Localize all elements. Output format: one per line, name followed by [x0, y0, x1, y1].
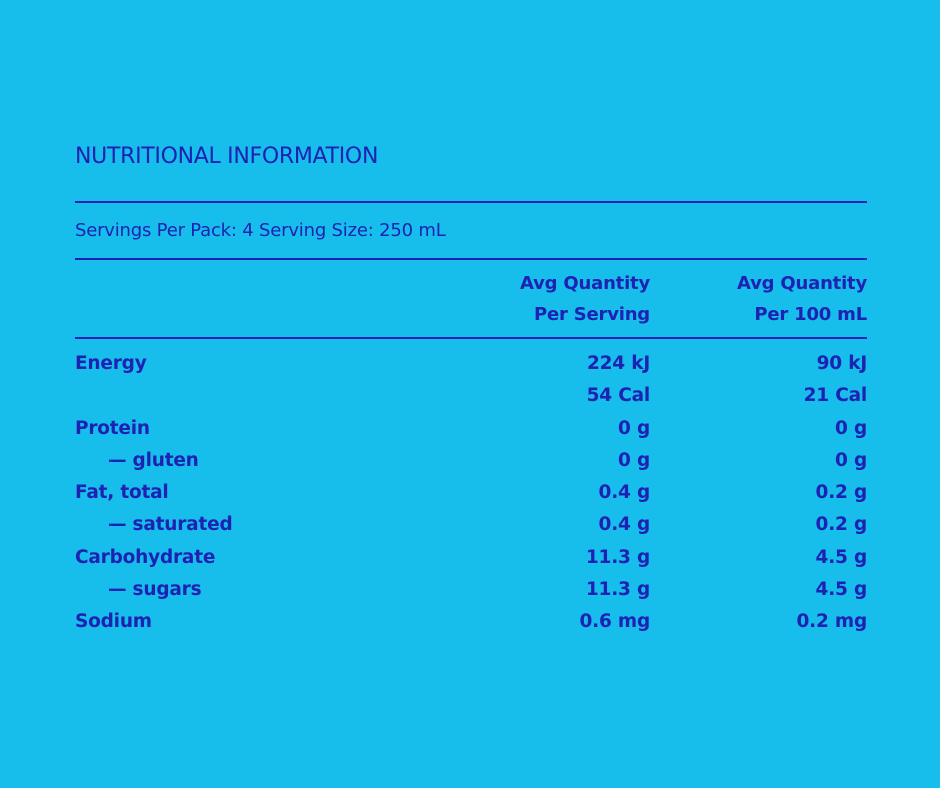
per-serving-value: 0.6 mg [579, 611, 650, 633]
column-headers: Avg Quantity Per Serving Avg Quantity Pe… [75, 260, 867, 337]
column-header-per-serving-line1: Avg Quantity [520, 273, 650, 294]
per-serving-value: 54 Cal [586, 385, 651, 407]
column-header-per-serving-line2: Per Serving [534, 304, 650, 325]
per-100ml-value: 4.5 g [815, 579, 868, 601]
nutrient-name: Protein [75, 417, 150, 439]
per-100ml-value: 0.2 mg [796, 611, 867, 633]
table-row: — saturated 0.4 g 0.2 g [75, 509, 867, 541]
per-serving-value: 0 g [618, 449, 650, 471]
nutrient-name [75, 380, 450, 412]
column-header-spacer [75, 260, 450, 337]
per-100ml-value: 0 g [835, 417, 867, 439]
column-header-per-100ml: Avg Quantity Per 100 mL [650, 260, 867, 337]
per-serving-value: 11.3 g [585, 546, 650, 568]
divider-top [75, 201, 867, 203]
nutrient-name: — sugars [108, 579, 202, 601]
nutrient-name: — gluten [108, 449, 199, 471]
per-100ml-value: 21 Cal [803, 385, 868, 407]
divider-servings [75, 258, 867, 260]
table-row: Protein 0 g 0 g [75, 413, 867, 445]
table-row: — gluten 0 g 0 g [75, 445, 867, 477]
per-100ml-value: 90 kJ [816, 353, 868, 374]
per-100ml-value: 4.5 g [815, 546, 868, 568]
nutrient-name: — saturated [108, 514, 233, 536]
table-row: Energy 224 kJ 90 kJ [75, 348, 867, 380]
table-row: Carbohydrate 11.3 g 4.5 g [75, 542, 867, 574]
per-100ml-value: 0 g [835, 449, 867, 471]
column-header-per-serving: Avg Quantity Per Serving [450, 260, 650, 337]
per-serving-value: 0.4 g [598, 482, 651, 504]
nutrient-name: Energy [75, 353, 147, 374]
table-row: — sugars 11.3 g 4.5 g [75, 574, 867, 606]
nutrition-panel: NUTRITIONAL INFORMATION Servings Per Pac… [75, 140, 867, 639]
column-header-per-100ml-line2: Per 100 mL [754, 304, 867, 325]
nutrient-name: Fat, total [75, 482, 169, 504]
per-serving-value: 224 kJ [586, 353, 650, 374]
nutrient-name: Sodium [75, 611, 152, 633]
per-serving-value: 0 g [618, 417, 650, 439]
per-serving-value: 0.4 g [598, 514, 651, 536]
panel-title: NUTRITIONAL INFORMATION [75, 144, 379, 169]
divider-header [75, 337, 867, 339]
per-100ml-value: 0.2 g [815, 514, 868, 536]
per-100ml-value: 0.2 g [815, 482, 868, 504]
column-header-per-100ml-line1: Avg Quantity [737, 273, 867, 294]
table-row: 54 Cal 21 Cal [75, 380, 868, 412]
nutrient-rows: Energy 224 kJ 90 kJ 54 Cal 21 Cal Protei… [75, 348, 867, 639]
table-row: Sodium 0.6 mg 0.2 mg [75, 606, 867, 638]
nutrient-name: Carbohydrate [75, 546, 216, 568]
per-serving-value: 11.3 g [585, 579, 650, 601]
table-row: Fat, total 0.4 g 0.2 g [75, 477, 867, 509]
servings-info: Servings Per Pack: 4 Serving Size: 250 m… [75, 220, 446, 241]
